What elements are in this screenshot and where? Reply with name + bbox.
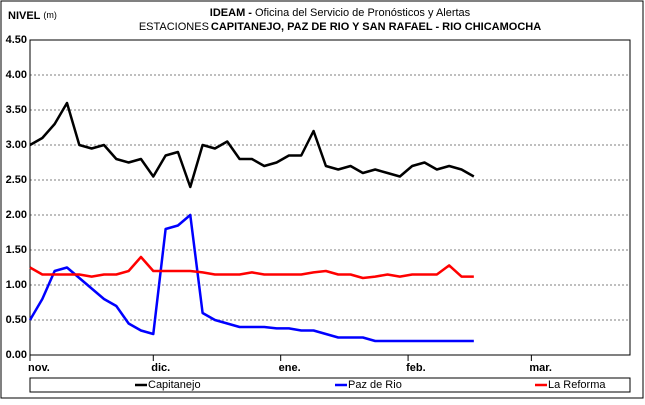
series-line (28, 213, 474, 343)
legend-box (29, 377, 631, 393)
subtitle-bold: CAPITANEJO, PAZ DE RIO Y SAN RAFAEL - RI… (211, 21, 541, 33)
chart-title: IDEAM - Oficina del Servicio de Pronóstic… (210, 7, 471, 19)
x-tick-label: ene. (279, 362, 301, 374)
y-tick-label: 0.50 (6, 314, 27, 326)
y-tick-label: 1.00 (6, 279, 27, 291)
y-tick-label: 2.00 (6, 209, 27, 221)
y-tick-label: 3.50 (6, 104, 27, 116)
y-axis-label: NIVEL (m) (8, 10, 57, 22)
series-line (29, 255, 474, 280)
y-tick-label: 4.00 (6, 69, 27, 81)
chart-subtitle: ESTACIONES CAPITANEJO, PAZ DE RIO Y SAN R… (139, 21, 541, 33)
y-tick-label: 1.50 (6, 244, 27, 256)
x-tick-label: nov. (28, 362, 50, 374)
legend-label: Capitanejo (148, 379, 201, 391)
x-tick-label: mar. (529, 362, 552, 374)
y-tick-label: 4.50 (6, 34, 27, 46)
series-line (29, 101, 475, 189)
y-axis-label-main: NIVEL (8, 10, 41, 22)
y-tick-label: 0.00 (6, 349, 27, 361)
legend-label: La Reforma (548, 379, 606, 391)
plot-area (29, 39, 631, 356)
x-tick-label: feb. (406, 362, 426, 374)
title-bold: IDEAM - (210, 7, 253, 19)
y-tick-label: 3.00 (6, 139, 27, 151)
subtitle-start: ESTACIONES (139, 21, 209, 33)
y-axis-label-unit: (m) (43, 10, 57, 20)
legend-label: Paz de Rio (348, 379, 402, 391)
y-tick-label: 2.50 (6, 174, 27, 186)
title-rest: Oficina del Servicio de Pronósticos y Al… (255, 7, 471, 19)
x-tick-label: dic. (151, 362, 170, 374)
